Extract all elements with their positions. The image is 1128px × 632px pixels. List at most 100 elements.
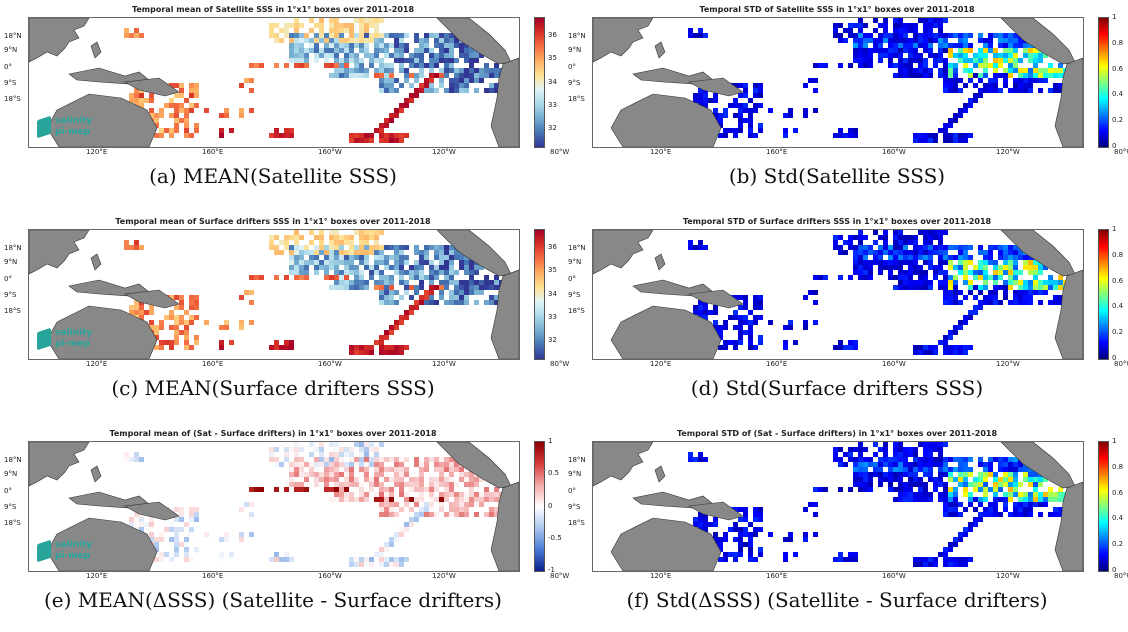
grid-cell [414,33,419,38]
grid-cell [998,38,1003,43]
grid-cell [374,58,379,63]
grid-cell [444,88,449,93]
grid-cell [314,255,319,260]
grid-cell [1043,477,1048,482]
grid-cell [813,300,818,305]
grid-cell [993,63,998,68]
grid-cell [274,133,279,138]
grid-cell [1028,290,1033,295]
grid-cell [968,270,973,275]
grid-cell [469,53,474,58]
grid-cell [968,557,973,562]
grid-cell [129,457,134,462]
grid-cell [873,452,878,457]
grid-cell [339,28,344,33]
grid-cell [384,557,389,562]
grid-cell [189,557,194,562]
grid-cell [983,482,988,487]
grid-cell [913,240,918,245]
grid-cell [833,345,838,350]
latitude-label: 9°S [568,503,581,511]
grid-cell [853,462,858,467]
grid-cell [843,462,848,467]
grid-cell [1018,255,1023,260]
grid-cell [953,88,958,93]
grid-cell [484,285,489,290]
grid-cell [758,123,763,128]
panel-caption: (d) Std(Surface drifters SSS) [690,376,984,400]
grid-cell [409,295,414,300]
grid-cell [928,467,933,472]
grid-cell [279,240,284,245]
grid-cell [424,502,429,507]
grid-cell [349,255,354,260]
grid-cell [184,325,189,330]
grid-cell [953,542,958,547]
grid-cell [339,472,344,477]
grid-cell [489,497,494,502]
grid-cell [743,295,748,300]
grid-cell [688,452,693,457]
grid-cell [374,250,379,255]
grid-cell [254,487,259,492]
grid-cell [733,522,738,527]
grid-cell [998,457,1003,462]
grid-cell [224,532,229,537]
grid-cell [878,43,883,48]
grid-cell [314,457,319,462]
grid-cell [1018,250,1023,255]
grid-cell [344,48,349,53]
grid-cell [359,250,364,255]
grid-cell [1018,270,1023,275]
grid-cell [1008,512,1013,517]
grid-cell [159,537,164,542]
grid-cell [858,270,863,275]
grid-cell [793,552,798,557]
grid-cell [419,265,424,270]
grid-cell [404,103,409,108]
longitude-label: 160°W [882,572,906,580]
grid-cell [219,133,224,138]
grid-cell [948,48,953,53]
grid-cell [309,230,314,235]
grid-cell [943,492,948,497]
grid-cell [1018,43,1023,48]
grid-cell [294,230,299,235]
grid-cell [853,270,858,275]
grid-cell [928,350,933,355]
grid-cell [354,462,359,467]
grid-cell [479,492,484,497]
grid-cell [439,83,444,88]
grid-cell [284,240,289,245]
grid-cell [184,113,189,118]
grid-cell [389,255,394,260]
grid-cell [359,447,364,452]
grid-cell [693,305,698,310]
grid-cell [898,482,903,487]
grid-cell [419,275,424,280]
grid-cell [718,557,723,562]
grid-cell [284,340,289,345]
grid-cell [409,63,414,68]
longitude-label: 120°W [996,148,1020,156]
grid-cell [484,497,489,502]
grid-cell [464,88,469,93]
grid-cell [319,23,324,28]
grid-cell [753,88,758,93]
grid-cell [753,108,758,113]
grid-cell [194,547,199,552]
grid-cell [384,275,389,280]
grid-cell [743,512,748,517]
grid-cell [344,28,349,33]
grid-cell [923,487,928,492]
grid-cell [384,295,389,300]
grid-cell [883,48,888,53]
grid-cell [419,512,424,517]
grid-cell [743,527,748,532]
grid-cell [918,477,923,482]
grid-cell [783,113,788,118]
grid-cell [384,73,389,78]
grid-cell [813,532,818,537]
grid-cell [838,457,843,462]
grid-cell [349,447,354,452]
